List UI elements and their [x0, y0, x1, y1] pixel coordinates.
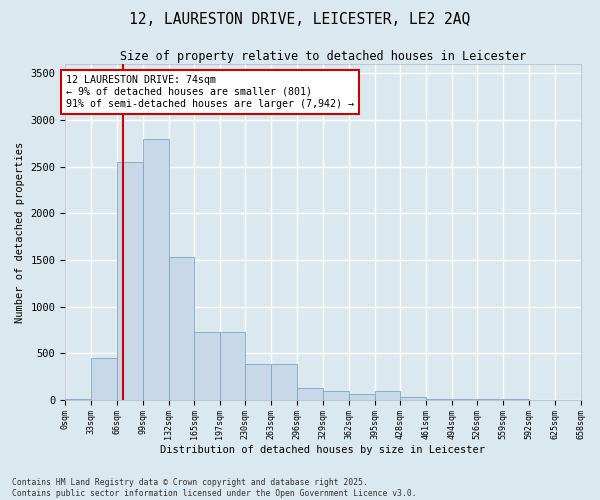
- Bar: [220, 332, 245, 400]
- Bar: [194, 332, 220, 400]
- Title: Size of property relative to detached houses in Leicester: Size of property relative to detached ho…: [120, 50, 526, 63]
- X-axis label: Distribution of detached houses by size in Leicester: Distribution of detached houses by size …: [160, 445, 485, 455]
- Text: 12, LAURESTON DRIVE, LEICESTER, LE2 2AQ: 12, LAURESTON DRIVE, LEICESTER, LE2 2AQ: [130, 12, 470, 28]
- Y-axis label: Number of detached properties: Number of detached properties: [15, 142, 25, 322]
- Bar: [323, 392, 349, 400]
- Bar: [245, 364, 271, 400]
- Text: Contains HM Land Registry data © Crown copyright and database right 2025.
Contai: Contains HM Land Registry data © Crown c…: [12, 478, 416, 498]
- Bar: [271, 364, 297, 400]
- Bar: [426, 399, 452, 400]
- Bar: [143, 138, 169, 400]
- Bar: [117, 162, 143, 400]
- Bar: [349, 394, 374, 400]
- Bar: [297, 388, 323, 400]
- Bar: [374, 392, 400, 400]
- Bar: [91, 358, 117, 400]
- Text: 12 LAURESTON DRIVE: 74sqm
← 9% of detached houses are smaller (801)
91% of semi-: 12 LAURESTON DRIVE: 74sqm ← 9% of detach…: [66, 76, 354, 108]
- Bar: [169, 257, 194, 400]
- Bar: [400, 398, 426, 400]
